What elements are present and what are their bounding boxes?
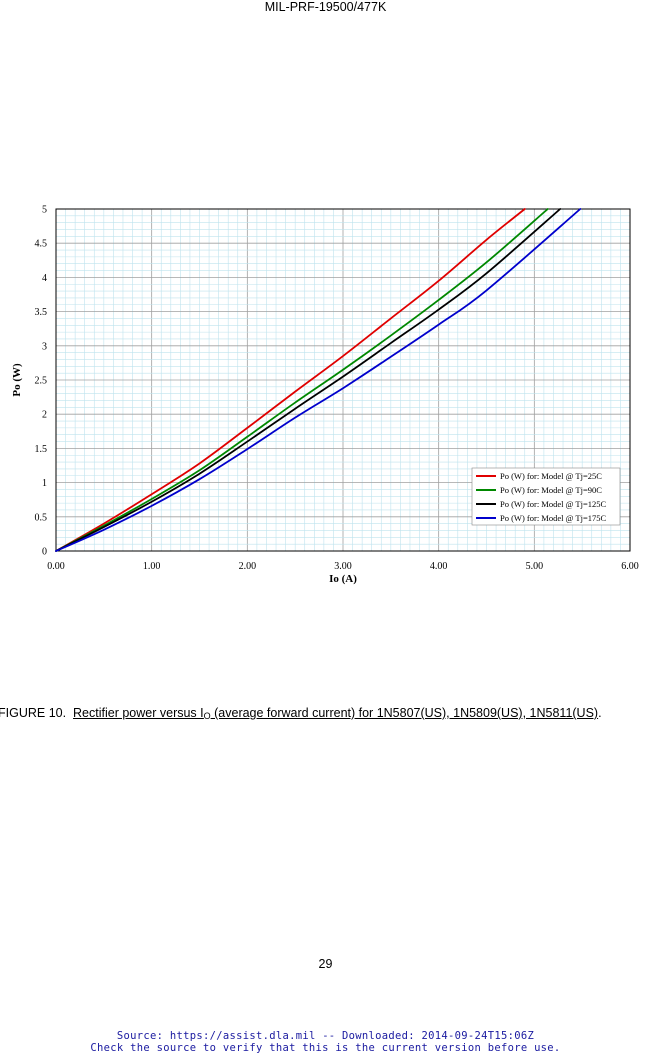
y-axis-title: Po (W) [11,363,23,397]
y-tick-label: 3 [42,341,47,352]
y-tick-label: 1.5 [35,444,48,455]
legend-label: Po (W) for: Model @ Tj=90C [500,485,602,495]
legend-label: Po (W) for: Model @ Tj=25C [500,471,602,481]
x-tick-label: 0.00 [47,561,65,572]
x-tick-label: 3.00 [334,561,352,572]
chart: 0.00 1.00 2.00 3.00 4.00 5.00 6.00 0 0.5 1 1.5 2 2.5… [0,195,651,595]
y-tick-label: 2.5 [35,376,48,387]
x-tick-label: 4.00 [430,561,448,572]
caption-period: . [598,706,602,720]
y-tick-label: 2 [42,410,47,421]
x-axis-title: Io (A) [329,573,357,585]
legend-label: Po (W) for: Model @ Tj=175C [500,513,607,523]
page-number: 29 [318,957,333,971]
tick-labels: 0.00 1.00 2.00 3.00 4.00 5.00 6.00 0 0.5 1 1.5 2 2.5… [35,205,639,573]
legend: Po (W) for: Model @ Tj=25C Po (W) for: Mo… [471,467,621,526]
source-line-2: Check the source to verify that this is … [90,1042,561,1054]
series-line-4 [55,208,582,552]
source-line-1: Source: https://assist.dla.mil -- Downlo… [116,1030,535,1042]
y-tick-label: 3.5 [35,307,48,318]
x-tick-label: 2.00 [239,561,257,572]
x-tick-label: 5.00 [526,561,544,572]
y-tick-label: 0 [42,547,47,558]
series-line-3 [55,208,562,552]
x-tick-label: 1.00 [143,561,161,572]
figure-caption: FIGURE 10. Rectifier power versus IO (av… [0,705,651,721]
y-tick-label: 0.5 [35,512,48,523]
legend-box [471,467,621,526]
caption-subscript: O [203,711,211,721]
y-tick-label: 4 [42,273,47,284]
source-note: Source: https://assist.dla.mil -- Downlo… [0,1030,651,1054]
y-tick-label: 5 [42,205,47,216]
figure-number: FIGURE 10. [0,706,67,720]
series-lines [55,208,582,552]
chart-svg: 0.00 1.00 2.00 3.00 4.00 5.00 6.00 0 0.5 1 1.5 2 2.5… [11,205,639,586]
caption-text-b: (average forward current) for 1N5807(US)… [210,706,599,720]
legend-label: Po (W) for: Model @ Tj=125C [500,499,607,509]
y-tick-label: 1 [42,478,47,489]
caption-text-a: Rectifier power versus I [73,706,204,720]
plot-area-frame [55,208,631,552]
y-tick-label: 4.5 [35,239,48,250]
series-line-1 [55,208,526,552]
document-header: MIL-PRF-19500/477K [264,0,387,14]
x-tick-label: 6.00 [621,561,639,572]
series-line-2 [55,208,549,552]
